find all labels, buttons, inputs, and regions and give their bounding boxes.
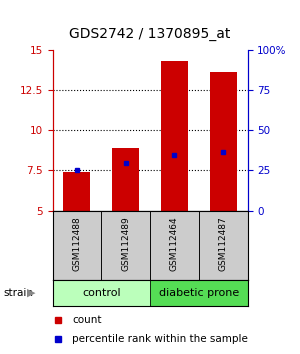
Text: GSM112488: GSM112488 — [72, 216, 81, 271]
Text: GSM112464: GSM112464 — [170, 216, 179, 271]
Bar — [112, 148, 139, 211]
Bar — [52, 211, 101, 280]
Text: GSM112489: GSM112489 — [121, 216, 130, 271]
Bar — [210, 72, 236, 211]
Bar — [150, 211, 199, 280]
Bar — [199, 211, 248, 280]
Bar — [161, 61, 188, 211]
Bar — [101, 211, 150, 280]
Bar — [64, 172, 90, 211]
Text: GDS2742 / 1370895_at: GDS2742 / 1370895_at — [69, 27, 231, 41]
Text: ▶: ▶ — [27, 288, 36, 298]
Text: GSM112487: GSM112487 — [219, 216, 228, 271]
Text: count: count — [72, 315, 101, 325]
Text: diabetic prone: diabetic prone — [159, 288, 239, 298]
Text: control: control — [82, 288, 121, 298]
Bar — [150, 280, 248, 306]
Text: strain: strain — [3, 288, 33, 298]
Text: percentile rank within the sample: percentile rank within the sample — [72, 333, 248, 344]
Bar — [52, 280, 150, 306]
